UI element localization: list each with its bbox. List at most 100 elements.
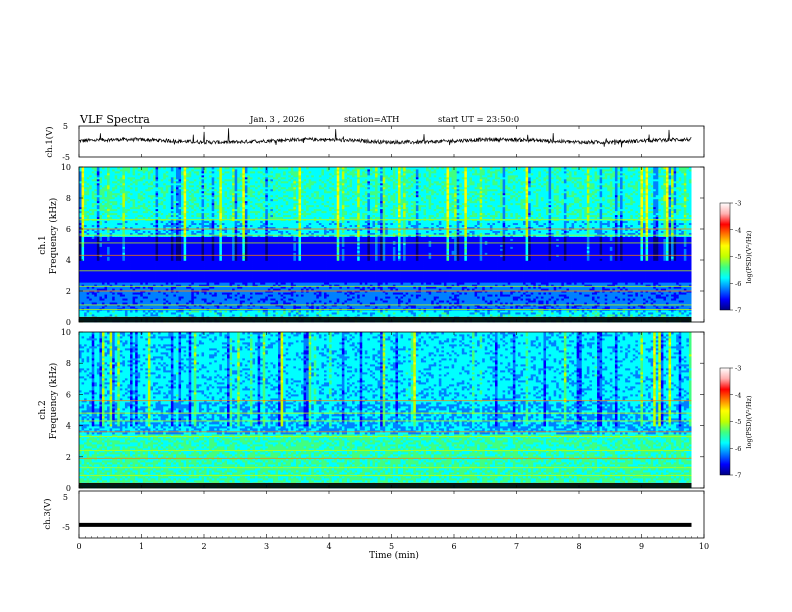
spectrogram-cell bbox=[91, 220, 95, 224]
spectrogram-cell bbox=[94, 238, 98, 241]
spectrogram-cell bbox=[132, 240, 136, 243]
spectrogram-cell bbox=[135, 312, 139, 315]
spectrogram-cell bbox=[114, 302, 118, 305]
spectrogram-cell bbox=[101, 310, 105, 313]
spectrogram-cell bbox=[91, 168, 95, 172]
spectrogram-cell bbox=[101, 224, 105, 228]
spectrogram-cell bbox=[122, 292, 126, 295]
spectrogram-cell bbox=[127, 180, 131, 184]
spectrogram-cell bbox=[81, 208, 85, 212]
spectrogram-cell bbox=[124, 302, 128, 305]
spectrogram-cell bbox=[86, 282, 90, 285]
spectrogram-cell bbox=[132, 196, 136, 200]
spectrogram-cell bbox=[101, 230, 105, 233]
spectrogram-cell bbox=[112, 256, 116, 259]
spectrogram-cell bbox=[137, 268, 141, 271]
spectrogram-cell bbox=[104, 242, 108, 245]
spectrogram-cell bbox=[99, 264, 103, 267]
spectrogram-cell bbox=[124, 282, 128, 285]
spectrogram-cell bbox=[124, 242, 128, 245]
spectrogram-cell bbox=[117, 284, 121, 287]
spectrogram-cell bbox=[132, 180, 136, 184]
spectrogram-cell bbox=[101, 268, 105, 271]
spectrogram-cell bbox=[104, 190, 108, 194]
spectrogram-cell bbox=[119, 178, 123, 182]
spectrogram-cell bbox=[122, 302, 126, 305]
spectrogram-cell bbox=[119, 272, 123, 275]
spectrogram-cell bbox=[86, 226, 90, 230]
spectrogram-cell bbox=[86, 208, 90, 212]
spectrogram-cell bbox=[130, 178, 133, 182]
spectrogram-cell bbox=[79, 220, 82, 224]
spectrogram-cell bbox=[101, 168, 105, 172]
spectrogram-cell bbox=[117, 188, 121, 192]
spectrogram-cell bbox=[127, 250, 131, 253]
spectrogram-cell bbox=[86, 244, 90, 247]
spectrogram-cell bbox=[86, 196, 90, 200]
spectrogram-cell bbox=[112, 200, 116, 204]
spectrogram-cell bbox=[81, 256, 85, 259]
ch1-spectrogram-image bbox=[79, 167, 704, 323]
spectrogram-cell bbox=[112, 216, 116, 220]
spectrogram-cell bbox=[114, 172, 118, 176]
spectrogram-cell bbox=[81, 224, 85, 228]
spectrogram-cell bbox=[101, 272, 105, 275]
spectrogram-cell bbox=[109, 222, 113, 226]
spectrogram-cell bbox=[91, 280, 95, 283]
spectrogram-cell bbox=[99, 200, 103, 204]
spectrogram-cell bbox=[124, 278, 128, 281]
spectrogram-cell bbox=[137, 310, 141, 313]
spectrogram-cell bbox=[119, 196, 123, 200]
spectrogram-cell bbox=[122, 236, 126, 239]
spectrogram-cell bbox=[132, 274, 136, 277]
spectrogram-cell bbox=[117, 296, 121, 299]
spectrogram-cell bbox=[81, 264, 85, 267]
spectrogram-cell bbox=[117, 242, 121, 245]
spectrogram-cell bbox=[132, 170, 136, 174]
spectrogram-cell bbox=[91, 234, 95, 237]
spectrogram-cell bbox=[79, 234, 82, 237]
spectrogram-cell bbox=[122, 206, 126, 210]
spectrogram-cell bbox=[99, 292, 103, 295]
spectrogram-cell bbox=[99, 286, 103, 289]
spectrogram-cell bbox=[137, 252, 141, 255]
spectrogram-cell bbox=[89, 174, 93, 178]
spectrogram-cell bbox=[86, 224, 90, 228]
spectrogram-cell bbox=[109, 176, 113, 180]
ch1-waveform-panel: 5 -5 ch.1(V) bbox=[44, 122, 705, 162]
spectrogram-cell bbox=[109, 168, 113, 172]
spectrogram-cell bbox=[79, 300, 82, 303]
spectrogram-cell bbox=[84, 286, 88, 289]
spectrogram-cell bbox=[96, 260, 100, 263]
spectrogram-cell bbox=[109, 272, 113, 275]
spectrogram-cell bbox=[130, 222, 133, 226]
spectrogram-cell bbox=[119, 184, 123, 188]
spectrogram-cell bbox=[81, 286, 85, 289]
spectrogram-cell bbox=[112, 288, 116, 291]
spectrogram-cell bbox=[124, 306, 128, 309]
spectrogram-cell bbox=[81, 280, 85, 283]
spectrogram-cell bbox=[91, 228, 95, 231]
spectrogram-cell bbox=[91, 184, 95, 188]
spectrogram-cell bbox=[94, 276, 98, 279]
spectrogram-cell bbox=[119, 274, 123, 277]
spectrogram-cell bbox=[89, 206, 93, 210]
spectrogram-cell bbox=[84, 238, 88, 241]
spectrogram-cell bbox=[91, 242, 95, 245]
spectrogram-cell bbox=[112, 202, 116, 206]
spectrogram-cell bbox=[104, 178, 108, 182]
spectrogram-cell bbox=[132, 298, 136, 301]
spectrogram-cell bbox=[86, 258, 90, 261]
spectrogram-cell bbox=[119, 282, 123, 285]
spectrogram-cell bbox=[86, 274, 90, 277]
spectrogram-cell bbox=[81, 228, 85, 231]
spectrogram-cell bbox=[89, 242, 93, 245]
spectrogram-cell bbox=[117, 206, 121, 210]
spectrogram-cell bbox=[109, 232, 113, 235]
spectrogram-cell bbox=[112, 226, 116, 230]
spectrogram-cell bbox=[91, 260, 95, 263]
spectrogram-cell bbox=[101, 240, 105, 243]
spectrogram-cell bbox=[114, 188, 118, 192]
spectrogram-cell bbox=[96, 292, 100, 295]
spectrogram-cell bbox=[124, 178, 128, 182]
